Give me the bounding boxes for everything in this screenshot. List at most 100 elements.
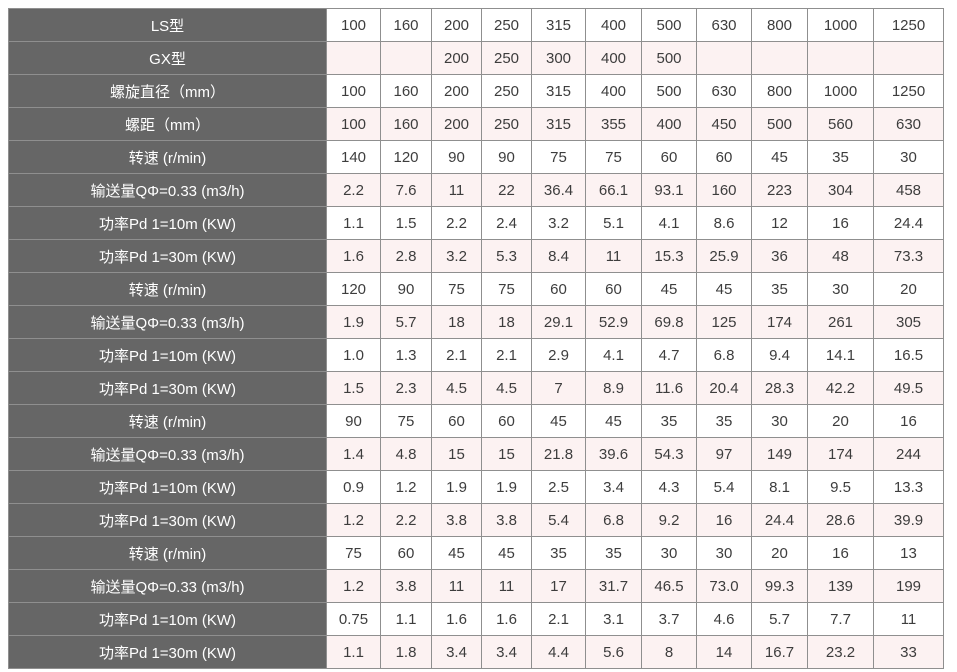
spec-cell: 2.1 xyxy=(431,338,482,372)
spec-cell: 13.3 xyxy=(873,470,944,504)
spec-cell: 4.8 xyxy=(380,437,432,471)
spec-cell xyxy=(751,41,808,75)
spec-cell: 2.4 xyxy=(481,206,532,240)
spec-cell: 0.75 xyxy=(326,602,381,636)
spec-cell: 5.6 xyxy=(585,635,642,669)
spec-cell: 100 xyxy=(326,107,381,141)
spec-cell: 20 xyxy=(873,272,944,306)
spec-cell: 2.1 xyxy=(481,338,532,372)
spec-cell: 14.1 xyxy=(807,338,874,372)
spec-cell: 400 xyxy=(585,41,642,75)
spec-cell: 304 xyxy=(807,173,874,207)
spec-cell: 22 xyxy=(481,173,532,207)
row-label: LS型 xyxy=(8,8,327,42)
spec-cell: 90 xyxy=(431,140,482,174)
spec-cell: 69.8 xyxy=(641,305,697,339)
spec-cell: 16 xyxy=(873,404,944,438)
table-row: 功率Pd 1=30m (KW) 1.2 2.2 3.8 3.8 5.4 6.8 9.2 16 24… xyxy=(8,503,944,537)
spec-cell: 20.4 xyxy=(696,371,752,405)
spec-cell: 11 xyxy=(481,569,532,603)
spec-cell: 1.6 xyxy=(326,239,381,273)
spec-cell: 11 xyxy=(431,569,482,603)
spec-cell: 1.5 xyxy=(380,206,432,240)
spec-cell: 29.1 xyxy=(531,305,586,339)
spec-cell: 75 xyxy=(380,404,432,438)
spec-cell: 60 xyxy=(696,140,752,174)
spec-cell: 800 xyxy=(751,74,808,108)
row-label: 功率Pd 1=30m (KW) xyxy=(8,239,327,273)
spec-cell: 93.1 xyxy=(641,173,697,207)
spec-cell: 60 xyxy=(481,404,532,438)
spec-cell: 35 xyxy=(641,404,697,438)
spec-cell: 54.3 xyxy=(641,437,697,471)
spec-cell: 16.7 xyxy=(751,635,808,669)
spec-cell: 160 xyxy=(380,107,432,141)
row-label: 输送量QΦ=0.33 (m3/h) xyxy=(8,173,327,207)
row-label: 转速 (r/min) xyxy=(8,140,327,174)
spec-cell: 42.2 xyxy=(807,371,874,405)
spec-cell: 458 xyxy=(873,173,944,207)
spec-cell: 1.9 xyxy=(326,305,381,339)
spec-cell xyxy=(873,41,944,75)
spec-cell: 18 xyxy=(431,305,482,339)
spec-cell: 1.8 xyxy=(380,635,432,669)
spec-cell: 120 xyxy=(380,140,432,174)
spec-cell: 160 xyxy=(696,173,752,207)
spec-cell: 30 xyxy=(807,272,874,306)
spec-cell: 630 xyxy=(696,8,752,42)
spec-cell: 244 xyxy=(873,437,944,471)
spec-cell: 2.2 xyxy=(431,206,482,240)
spec-cell: 3.8 xyxy=(431,503,482,537)
spec-cell: 28.3 xyxy=(751,371,808,405)
spec-cell: 8.1 xyxy=(751,470,808,504)
spec-cell: 261 xyxy=(807,305,874,339)
spec-table: LS型 100 160 200 250 315 400 500 630 800 1000 1250 GX… xyxy=(8,8,944,669)
spec-cell: 9.2 xyxy=(641,503,697,537)
spec-cell: 60 xyxy=(380,536,432,570)
spec-cell: 100 xyxy=(326,8,381,42)
spec-cell: 1.3 xyxy=(380,338,432,372)
table-row: 输送量QΦ=0.33 (m3/h) 1.2 3.8 11 11 17 31.7 46.5 73.… xyxy=(8,569,944,603)
spec-cell: 45 xyxy=(481,536,532,570)
spec-cell: 174 xyxy=(807,437,874,471)
spec-cell: 2.9 xyxy=(531,338,586,372)
spec-cell: 60 xyxy=(585,272,642,306)
spec-cell: 45 xyxy=(641,272,697,306)
table-row: 输送量QΦ=0.33 (m3/h) 1.4 4.8 15 15 21.8 39.6 54.3 9… xyxy=(8,437,944,471)
spec-cell: 200 xyxy=(431,74,482,108)
spec-cell: 17 xyxy=(531,569,586,603)
spec-cell: 7.6 xyxy=(380,173,432,207)
spec-cell: 250 xyxy=(481,74,532,108)
spec-cell: 39.6 xyxy=(585,437,642,471)
spec-cell xyxy=(807,41,874,75)
table-row: 螺距（mm） 100 160 200 250 315 355 400 450 500 560 630 xyxy=(8,107,944,141)
spec-cell: 9.5 xyxy=(807,470,874,504)
spec-cell: 199 xyxy=(873,569,944,603)
table-row: 功率Pd 1=10m (KW) 1.1 1.5 2.2 2.4 3.2 5.1 4.1 8.6 1… xyxy=(8,206,944,240)
spec-cell: 200 xyxy=(431,8,482,42)
spec-cell: 75 xyxy=(531,140,586,174)
spec-cell: 4.1 xyxy=(641,206,697,240)
row-label: 功率Pd 1=10m (KW) xyxy=(8,470,327,504)
spec-cell: 3.4 xyxy=(431,635,482,669)
spec-cell: 1.9 xyxy=(481,470,532,504)
row-label: 螺旋直径（mm） xyxy=(8,74,327,108)
spec-cell: 36.4 xyxy=(531,173,586,207)
spec-cell: 24.4 xyxy=(873,206,944,240)
spec-cell: 8.4 xyxy=(531,239,586,273)
row-label: 输送量QΦ=0.33 (m3/h) xyxy=(8,569,327,603)
spec-cell: 66.1 xyxy=(585,173,642,207)
spec-cell: 12 xyxy=(751,206,808,240)
spec-cell: 1250 xyxy=(873,8,944,42)
spec-cell: 0.9 xyxy=(326,470,381,504)
spec-cell: 7.7 xyxy=(807,602,874,636)
spec-cell: 99.3 xyxy=(751,569,808,603)
spec-cell: 3.8 xyxy=(481,503,532,537)
spec-cell: 20 xyxy=(751,536,808,570)
spec-cell: 140 xyxy=(326,140,381,174)
table-row: GX型 200 250 300 400 500 xyxy=(8,41,944,75)
spec-cell: 15.3 xyxy=(641,239,697,273)
table-row: LS型 100 160 200 250 315 400 500 630 800 1000 1250 xyxy=(8,8,944,42)
spec-cell: 160 xyxy=(380,74,432,108)
